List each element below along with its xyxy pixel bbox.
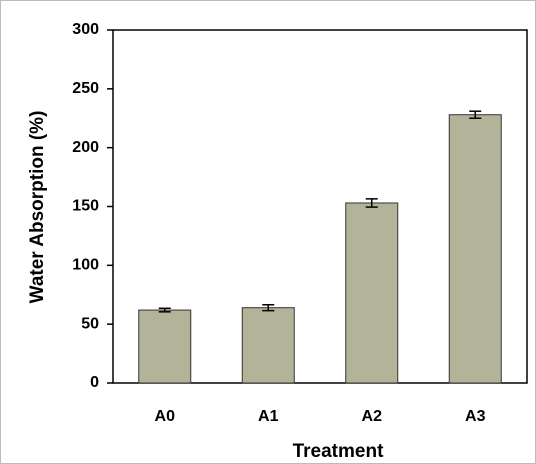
x-tick-label: A2 — [362, 408, 383, 425]
y-tick-label: 150 — [72, 198, 99, 215]
x-axis-label: Treatment — [293, 441, 384, 462]
y-tick-label: 200 — [72, 139, 99, 156]
y-tick-label: 250 — [72, 80, 99, 97]
chart: Treatment Water Absorption (%) 0 50 100 150… — [0, 0, 536, 464]
bar — [346, 203, 398, 383]
y-tick-label: 0 — [90, 374, 99, 391]
x-tick-label: A0 — [155, 408, 176, 425]
y-tick-label: 300 — [72, 21, 99, 38]
y-tick-label: 50 — [81, 315, 99, 332]
x-tick-label: A3 — [465, 408, 486, 425]
y-axis-label: Water Absorption (%) — [27, 111, 48, 304]
y-tick-label: 100 — [72, 257, 99, 274]
x-tick-label: A1 — [258, 408, 279, 425]
bar — [449, 115, 501, 383]
bar — [242, 308, 294, 383]
bar — [139, 310, 191, 383]
